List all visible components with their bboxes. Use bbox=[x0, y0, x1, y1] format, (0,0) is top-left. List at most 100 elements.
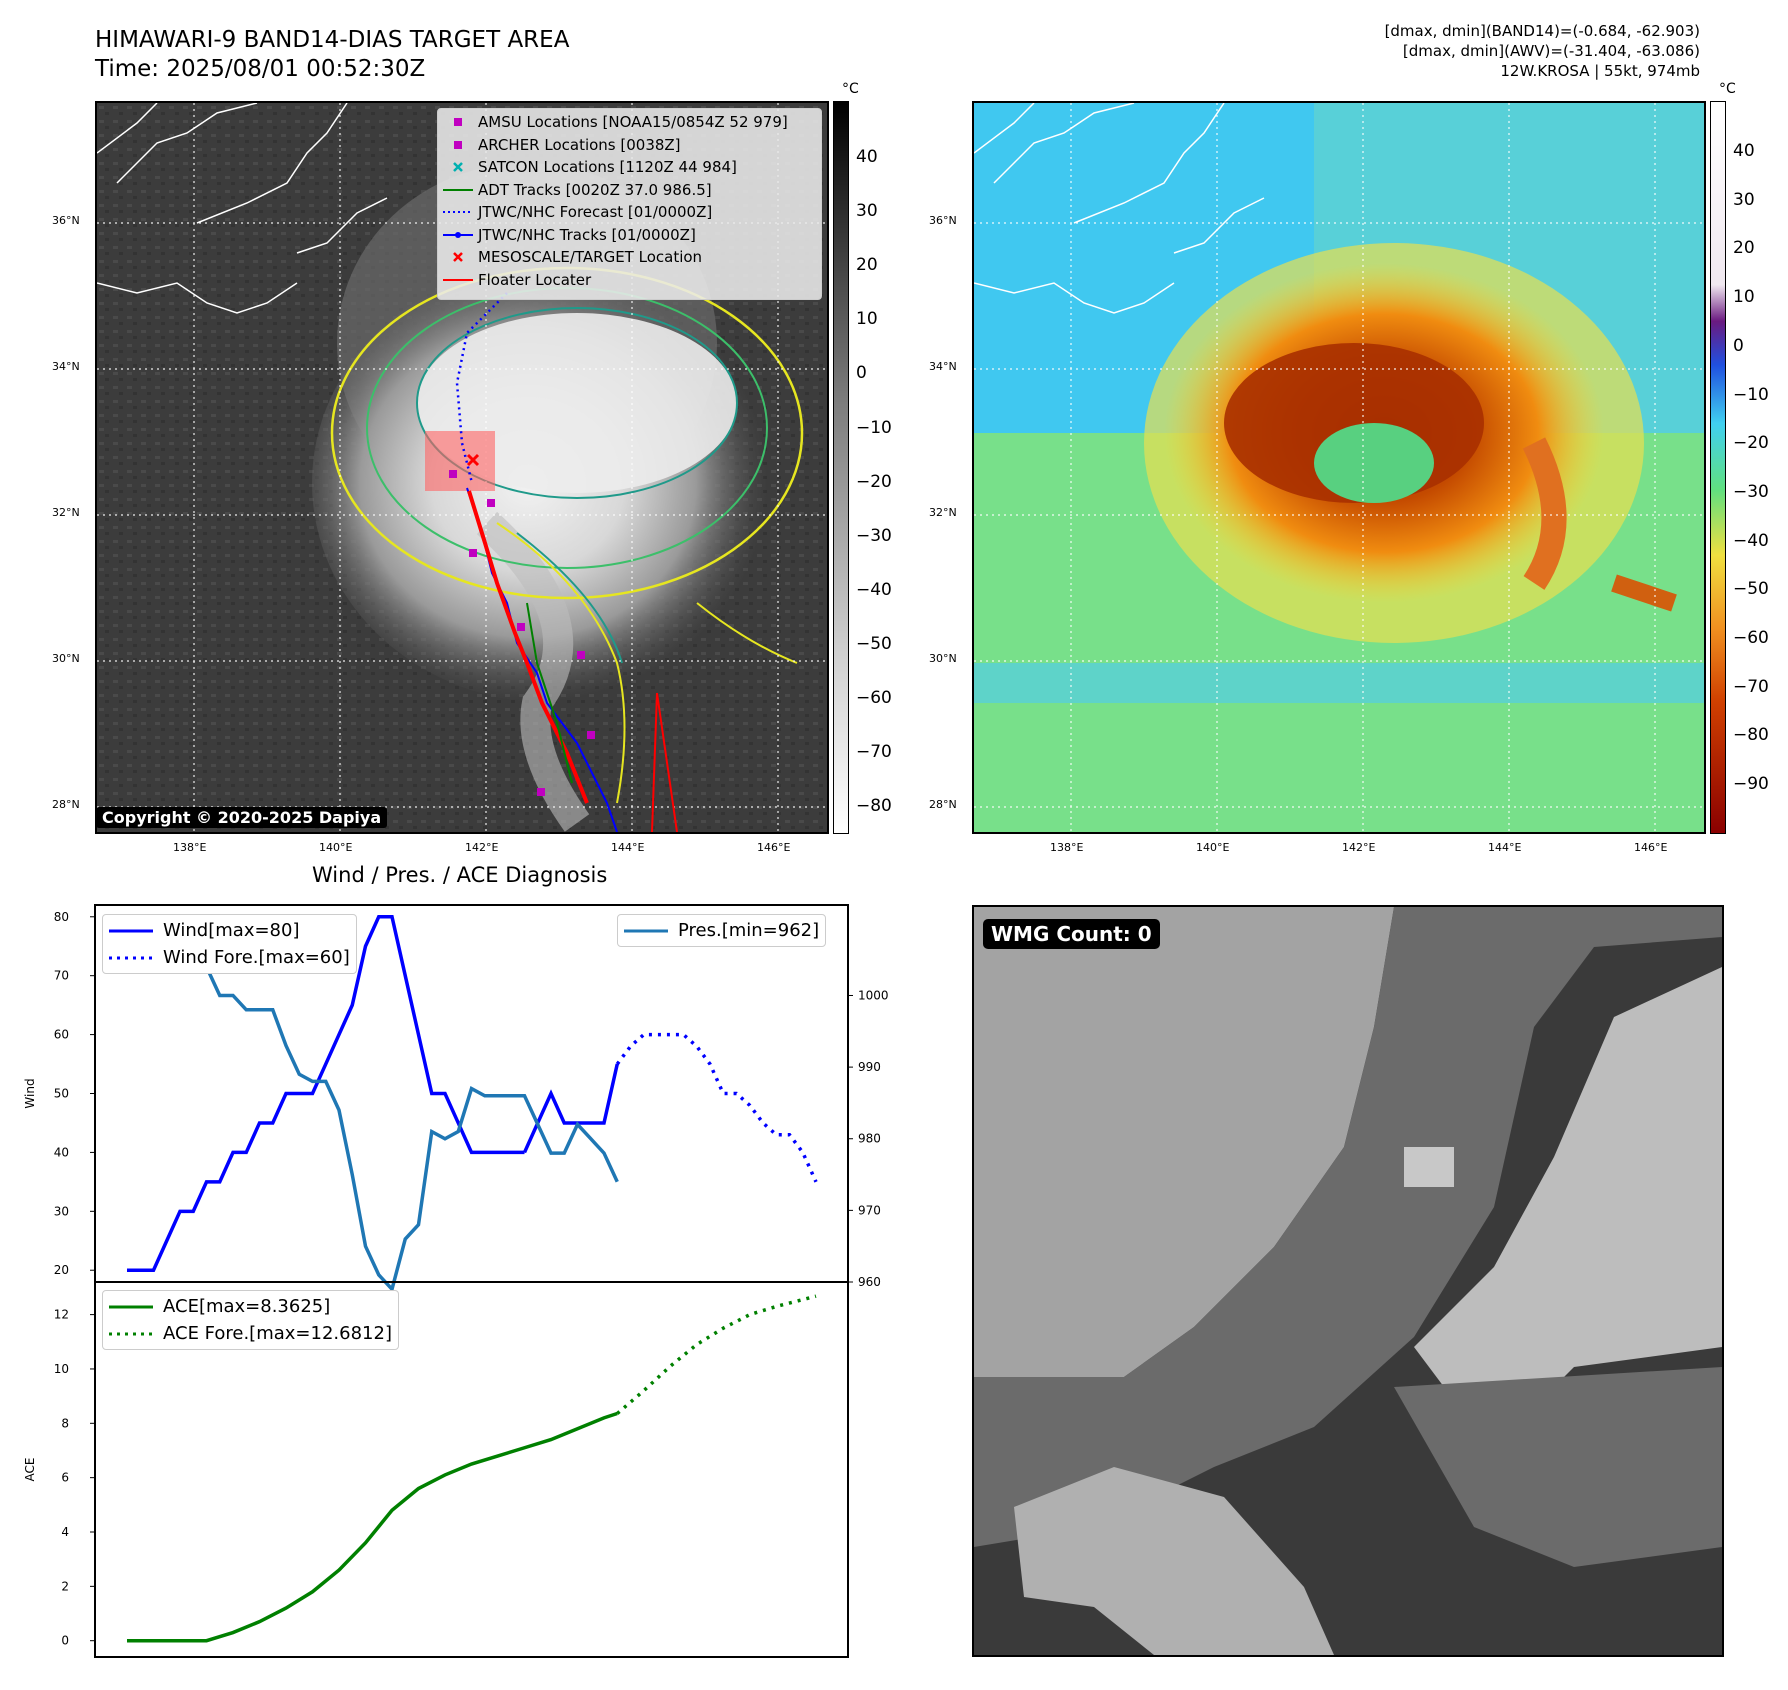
ace-series-line-0 bbox=[127, 1411, 618, 1643]
ir-lat-label: 32°N bbox=[52, 506, 80, 519]
pressure-ytick-label: 990 bbox=[858, 1060, 881, 1074]
ir-contour bbox=[416, 307, 738, 499]
ace-ytick-label: 4 bbox=[61, 1525, 69, 1539]
ir-lon-label: 146°E bbox=[757, 841, 791, 854]
legend-amsu: AMSU Locations [NOAA15/0854Z 52 979] bbox=[438, 111, 821, 134]
ir-colorbar bbox=[833, 101, 849, 834]
ace-ytick-label: 0 bbox=[61, 1634, 69, 1648]
wind-ytick-label: 30 bbox=[54, 1204, 69, 1218]
ir-lon-label: 140°E bbox=[319, 841, 353, 854]
wv-map-panel bbox=[972, 101, 1706, 834]
legend-wind-fore: Wind Fore.[max=60] bbox=[109, 947, 350, 968]
wv-cb-tick: −50 bbox=[1733, 579, 1769, 600]
wind-series-line-0 bbox=[127, 915, 525, 1272]
ir-cb-tick: 0 bbox=[856, 363, 867, 384]
wind-ytick-label: 70 bbox=[54, 969, 69, 983]
ace-ytick-label: 8 bbox=[61, 1416, 69, 1430]
wv-map-svg bbox=[974, 103, 1704, 832]
legend-floater: Floater Locater bbox=[443, 270, 592, 289]
pressure-ytick-label: 960 bbox=[858, 1275, 881, 1289]
coastline bbox=[97, 103, 388, 314]
forecast-track bbox=[455, 292, 508, 484]
legend-ace: ACE[max=8.3625] bbox=[109, 1296, 331, 1317]
wv-lon-label: 138°E bbox=[1050, 841, 1084, 854]
ace-axis-label: ACE bbox=[23, 1458, 37, 1482]
ir-cb-tick: −30 bbox=[856, 525, 892, 546]
ir-cb-tick: 30 bbox=[856, 201, 878, 222]
coastline bbox=[974, 103, 1265, 314]
pressure-ytick-label: 1000 bbox=[858, 988, 889, 1002]
wind-ytick-label: 50 bbox=[54, 1087, 69, 1101]
wv-lat-label: 28°N bbox=[929, 798, 957, 811]
wv-cb-tick: −20 bbox=[1733, 433, 1769, 454]
ir-lat-label: 36°N bbox=[52, 214, 80, 227]
ir-lat-label: 28°N bbox=[52, 798, 80, 811]
amsu-markers bbox=[449, 470, 595, 796]
wmg-count-badge: WMG Count: 0 bbox=[983, 919, 1160, 949]
ir-lat-label: 34°N bbox=[52, 360, 80, 373]
legend-ace-fore: ACE Fore.[max=12.6812] bbox=[109, 1323, 392, 1344]
wv-cb-unit: °C bbox=[1719, 81, 1736, 97]
legend-pressure: Pres.[min=962] bbox=[624, 920, 820, 941]
legend-adt: ADT Tracks [0020Z 37.0 986.5] bbox=[443, 180, 712, 199]
ir-cb-tick: −60 bbox=[856, 688, 892, 708]
wv-cb-tick: −30 bbox=[1733, 481, 1769, 502]
wv-cb-tick: 0 bbox=[1733, 335, 1744, 356]
legend-tracks: JTWC/NHC Tracks [01/0000Z] bbox=[438, 224, 821, 247]
ir-cb-tick: −20 bbox=[856, 471, 892, 492]
wind-axis-label: Wind bbox=[23, 1078, 37, 1108]
ace-plot-frame bbox=[94, 1281, 849, 1658]
legend-target: MESOSCALE/TARGET Location bbox=[438, 246, 821, 269]
wv-cb-tick: 10 bbox=[1733, 287, 1755, 308]
wind-series-line-3 bbox=[127, 943, 619, 1293]
legend-archer: ARCHER Locations [0038Z] bbox=[438, 134, 821, 157]
wv-lon-label: 142°E bbox=[1342, 841, 1376, 854]
wv-cb-tick: −70 bbox=[1733, 676, 1769, 697]
pressure-ytick-label: 980 bbox=[858, 1132, 881, 1146]
ir-cb-tick: 40 bbox=[856, 147, 878, 167]
wv-lat-label: 32°N bbox=[929, 506, 957, 519]
ir-cb-tick: 10 bbox=[856, 309, 878, 330]
ir-lon-label: 142°E bbox=[465, 841, 499, 854]
target-box bbox=[425, 431, 495, 491]
ace-series-line-1 bbox=[616, 1294, 817, 1415]
ir-cb-tick: −70 bbox=[856, 742, 892, 763]
diagnosis-title: Wind / Pres. / ACE Diagnosis bbox=[312, 863, 608, 887]
wind-legend: Wind[max=80] Wind Fore.[max=60] bbox=[102, 914, 357, 974]
wind-ytick-label: 80 bbox=[54, 910, 69, 924]
ace-ytick-label: 12 bbox=[54, 1308, 69, 1322]
wv-lon-label: 140°E bbox=[1196, 841, 1230, 854]
ir-cb-tick: −10 bbox=[856, 417, 892, 438]
wv-cb-tick: 30 bbox=[1733, 189, 1755, 210]
wind-series-line-2 bbox=[615, 1032, 818, 1183]
wv-cb-tick: −10 bbox=[1733, 384, 1769, 405]
wv-lon-label: 146°E bbox=[1634, 841, 1668, 854]
wv-lat-label: 36°N bbox=[929, 214, 957, 227]
ir-cb-tick: −80 bbox=[856, 796, 892, 817]
wv-lat-label: 34°N bbox=[929, 360, 957, 373]
wv-cb-tick: −80 bbox=[1733, 725, 1769, 746]
chart-time: Time: 2025/08/01 00:52:30Z bbox=[95, 56, 426, 82]
wind-ytick-label: 20 bbox=[54, 1263, 69, 1277]
wmg-panel bbox=[972, 905, 1724, 1657]
wv-cb-tick: −40 bbox=[1733, 530, 1769, 551]
wv-cb-tick: 20 bbox=[1733, 238, 1755, 259]
legend-wind: Wind[max=80] bbox=[109, 920, 300, 941]
wind-ytick-label: 40 bbox=[54, 1145, 69, 1159]
ace-chart: 0 2 4 6 8 10 12 ACE bbox=[23, 1281, 849, 1658]
ace-legend: ACE[max=8.3625] ACE Fore.[max=12.6812] bbox=[102, 1290, 399, 1350]
copyright-label: Copyright © 2020-2025 Dapiya bbox=[96, 807, 388, 828]
map-legend: AMSU Locations [NOAA15/0854Z 52 979] ARC… bbox=[437, 108, 822, 300]
legend-forecast: JTWC/NHC Forecast [01/0000Z] bbox=[443, 203, 713, 222]
ir-lat-label: 30°N bbox=[52, 652, 80, 665]
pressure-legend: Pres.[min=962] bbox=[617, 914, 827, 947]
awv-range: [dmax, dmin](AWV)=(-31.404, -63.086) bbox=[1402, 42, 1700, 60]
wmg-svg bbox=[974, 907, 1722, 1655]
ir-cb-tick: 20 bbox=[856, 255, 878, 276]
wv-lon-label: 144°E bbox=[1488, 841, 1522, 854]
wv-cb-tick: 40 bbox=[1733, 141, 1755, 161]
target-marker bbox=[466, 453, 480, 467]
wv-cb-tick: −90 bbox=[1733, 774, 1769, 795]
ir-cb-unit: °C bbox=[842, 81, 859, 97]
wind-series-line-1 bbox=[522, 1063, 619, 1154]
